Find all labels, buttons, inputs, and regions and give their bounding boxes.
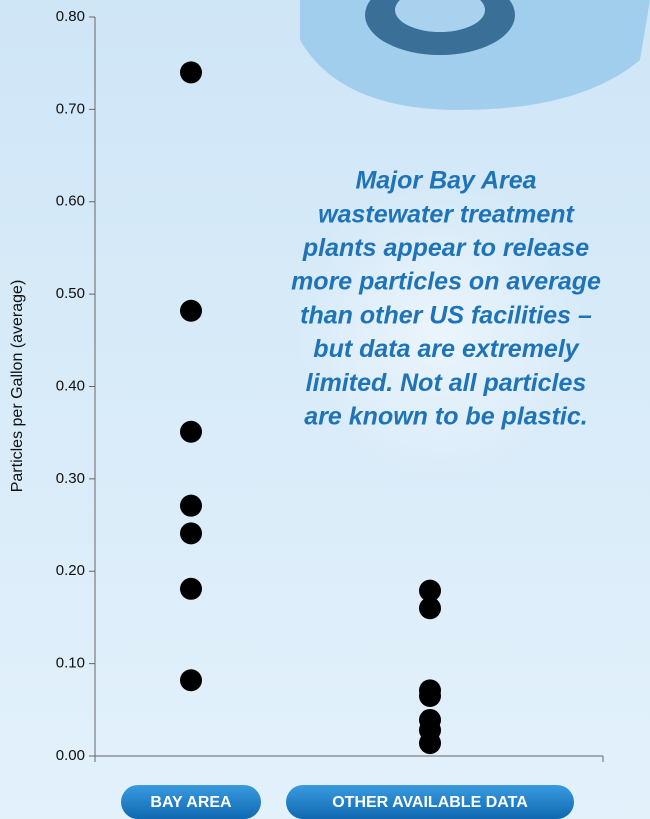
point [419, 597, 441, 620]
point [419, 684, 441, 707]
y-tick-label: 0.80 [56, 8, 85, 25]
y-tick-label: 0.50 [56, 285, 85, 302]
x-tick-label: BAY AREA [150, 794, 232, 811]
y-axis-label: Particles per Gallon (average) [9, 280, 26, 493]
annotation: limited. Not all particles [306, 369, 587, 397]
x-tick-label: OTHER AVAILABLE DATA [332, 794, 528, 811]
y-tick-label: 0.00 [56, 747, 85, 764]
point [180, 299, 202, 322]
y-tick-label: 0.30 [56, 470, 85, 487]
point [180, 61, 202, 84]
point [419, 732, 441, 755]
category-pill [121, 785, 261, 819]
annotation: but data are extremely [313, 335, 579, 363]
annotation: than other US facilities – [300, 301, 592, 329]
decoration [300, 0, 650, 110]
y-tick-label: 0.40 [56, 377, 85, 394]
category-pill [286, 785, 574, 819]
point [419, 579, 441, 602]
annotation: plants appear to release [302, 234, 589, 262]
point [180, 494, 202, 517]
annotation: Major Bay Area [355, 167, 536, 195]
glow [290, 180, 590, 480]
point [180, 669, 202, 692]
y-tick-label: 0.60 [56, 193, 85, 210]
y-tick-label: 0.70 [56, 100, 85, 117]
annotation: more particles on average [291, 268, 601, 296]
point [180, 522, 202, 545]
y-tick-label: 0.10 [56, 655, 85, 672]
annotation: are known to be plastic. [304, 403, 587, 431]
point [180, 577, 202, 600]
annotation: wastewater treatment [318, 200, 575, 228]
y-tick-label: 0.20 [56, 562, 85, 579]
point [180, 420, 202, 443]
